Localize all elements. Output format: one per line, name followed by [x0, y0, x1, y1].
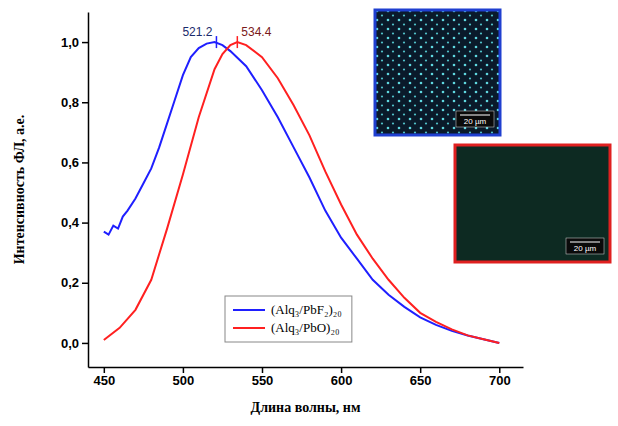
y-tick: 0,6: [61, 155, 88, 170]
y-tick-label: 0,8: [61, 95, 79, 110]
y-axis-line: [88, 13, 90, 368]
y-tick-label: 0,4: [61, 215, 80, 230]
x-tick: 450: [93, 367, 115, 388]
y-tick-mark: [82, 42, 88, 44]
peak-marker: [237, 36, 239, 48]
x-tick: 700: [489, 367, 511, 388]
x-tick-mark: [420, 367, 422, 373]
x-tick-label: 700: [489, 373, 511, 388]
x-tick-mark: [104, 367, 106, 373]
scale-bar: [460, 115, 490, 116]
legend-label: (Alq₃/PbO)₂₀: [271, 320, 340, 335]
y-tick-label: 0,0: [61, 336, 79, 351]
peak-label: 534.4: [241, 25, 271, 39]
scale-bar-box: [456, 111, 494, 127]
y-tick-label: 1,0: [61, 35, 79, 50]
legend-label: (Alq₃/PbF₂)₂₀: [271, 302, 342, 317]
x-tick-label: 500: [173, 373, 195, 388]
peak-marker: [216, 36, 218, 48]
y-axis: 0,0 0,2 0,4 0,6 0,8 1,0: [61, 13, 89, 368]
scale-bar-label: 20 µm: [574, 244, 597, 253]
scale-bar: [570, 242, 600, 243]
legend-swatch: [233, 309, 265, 311]
inset: 20 µm: [455, 145, 610, 262]
legend: (Alq₃/PbF₂)₂₀ (Alq₃/PbO)₂₀: [225, 296, 352, 342]
y-tick: 1,0: [61, 35, 88, 50]
y-tick-mark: [82, 283, 88, 285]
inset-image: [455, 145, 610, 262]
x-tick-mark: [262, 367, 264, 373]
x-tick-mark: [341, 367, 343, 373]
y-tick-label: 0,6: [61, 155, 79, 170]
y-tick-label: 0,2: [61, 275, 79, 290]
y-tick: 0,0: [61, 336, 88, 351]
y-tick: 0,8: [61, 95, 88, 110]
x-tick-label: 450: [93, 373, 115, 388]
y-tick: 0,2: [61, 275, 88, 290]
x-tick-label: 650: [410, 373, 432, 388]
y-tick-mark: [82, 162, 88, 164]
x-axis: 450 500 550 600 650 700: [89, 367, 524, 388]
x-tick-mark: [499, 367, 501, 373]
y-axis-title: Интенсивность ФЛ, а.е.: [12, 115, 27, 265]
x-tick-label: 550: [252, 373, 274, 388]
inset-image: [375, 10, 500, 135]
x-axis-line: [89, 367, 524, 369]
x-tick: 500: [173, 367, 195, 388]
x-tick-label: 600: [331, 373, 353, 388]
scale-bar-box: [566, 238, 604, 254]
y-tick-mark: [82, 343, 88, 345]
chart: 450 500 550 600 650 700 0,0 0,2 0,4 0,6 0,8 1,0 Длин…: [0, 0, 618, 426]
x-tick: 550: [252, 367, 274, 388]
x-tick: 650: [410, 367, 432, 388]
y-tick: 0,4: [61, 215, 88, 230]
scale-bar-label: 20 µm: [464, 117, 487, 126]
x-axis-title: Длина волны, нм: [251, 400, 361, 415]
y-tick-mark: [82, 102, 88, 104]
legend-swatch: [233, 327, 265, 329]
x-tick: 600: [331, 367, 353, 388]
legend-box: [225, 296, 352, 342]
y-tick-mark: [82, 222, 88, 224]
inset: 20 µm: [375, 10, 500, 135]
peak-label: 521.2: [182, 25, 212, 39]
x-tick-mark: [183, 367, 185, 373]
